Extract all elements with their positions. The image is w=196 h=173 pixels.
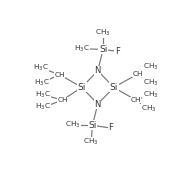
Text: H$_3$C: H$_3$C bbox=[74, 44, 90, 54]
Text: H$_3$C: H$_3$C bbox=[34, 78, 50, 88]
Text: CH$_3$: CH$_3$ bbox=[141, 104, 157, 114]
Text: CH$_3$: CH$_3$ bbox=[143, 62, 158, 72]
Text: CH$_3$: CH$_3$ bbox=[143, 90, 158, 100]
Text: F: F bbox=[115, 47, 120, 56]
Text: N: N bbox=[95, 66, 101, 75]
Text: CH: CH bbox=[131, 97, 141, 103]
Text: N: N bbox=[95, 99, 101, 108]
Text: Si: Si bbox=[99, 45, 107, 54]
Text: CH$_3$: CH$_3$ bbox=[65, 120, 81, 130]
Text: CH$_3$: CH$_3$ bbox=[143, 78, 158, 88]
Text: CH: CH bbox=[57, 97, 68, 103]
Text: Si: Si bbox=[110, 83, 118, 92]
Text: F: F bbox=[108, 124, 113, 133]
Text: Si: Si bbox=[78, 83, 86, 92]
Text: CH$_3$: CH$_3$ bbox=[83, 137, 99, 147]
Text: H$_3$C: H$_3$C bbox=[33, 63, 49, 73]
Text: Si: Si bbox=[88, 121, 97, 130]
Text: CH: CH bbox=[54, 72, 65, 78]
Text: CH$_3$: CH$_3$ bbox=[95, 28, 111, 38]
Text: CH: CH bbox=[132, 71, 143, 77]
Text: H$_3$C: H$_3$C bbox=[35, 102, 51, 112]
Text: H$_3$C: H$_3$C bbox=[35, 90, 50, 100]
